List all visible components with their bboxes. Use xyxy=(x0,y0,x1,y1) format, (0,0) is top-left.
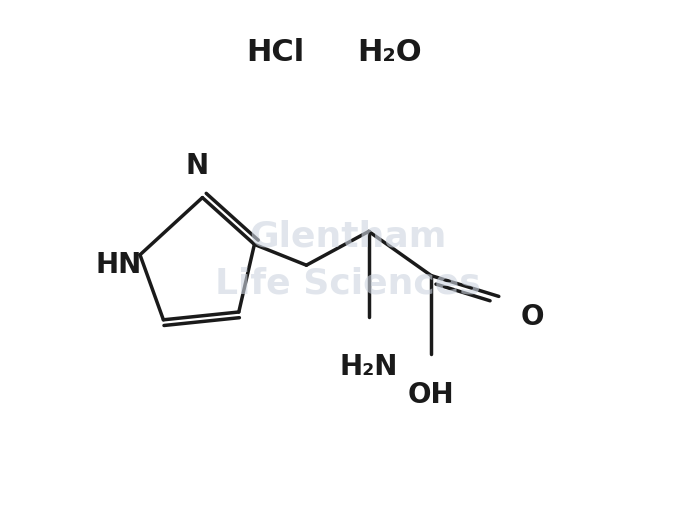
Text: H₂N: H₂N xyxy=(340,353,398,381)
Text: Glentham
Life Sciences: Glentham Life Sciences xyxy=(215,219,481,301)
Text: N: N xyxy=(186,152,209,180)
Text: H₂O: H₂O xyxy=(357,37,422,67)
Text: O: O xyxy=(521,303,544,331)
Text: OH: OH xyxy=(408,381,454,409)
Text: HCl: HCl xyxy=(246,37,304,67)
Text: HN: HN xyxy=(95,251,141,279)
